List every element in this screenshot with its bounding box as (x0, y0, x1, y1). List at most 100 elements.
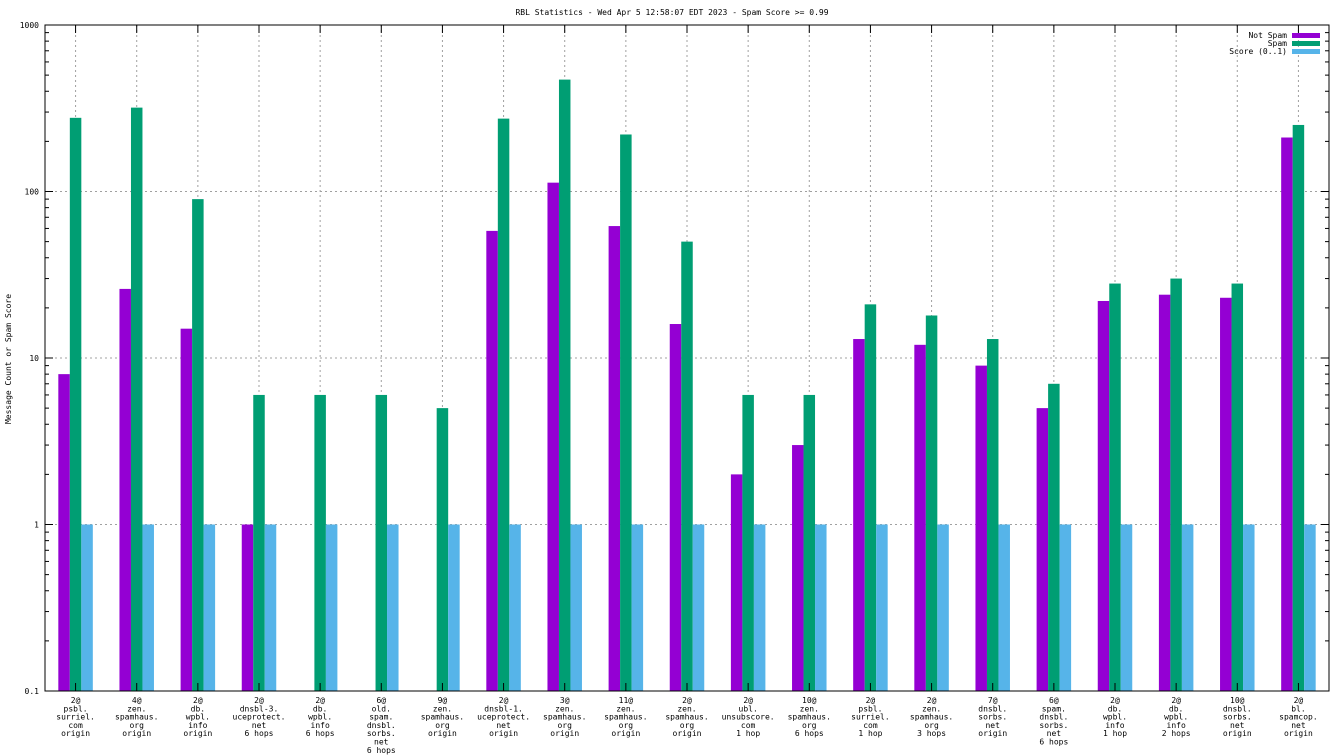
bar-not-spam (1220, 297, 1232, 691)
x-tick-label-line: zen. (433, 704, 452, 713)
legend-swatch (1292, 33, 1320, 38)
bar-score-0-1 (692, 524, 705, 691)
bar-spam (1170, 278, 1182, 691)
x-tick-label-line: wpbl. (308, 713, 332, 722)
bar-score-0-1 (448, 524, 460, 691)
x-tick-label-line: 6@ (1049, 696, 1059, 705)
bar-not-spam (180, 328, 193, 691)
bar-not-spam (1158, 294, 1171, 691)
x-tick-label-line: 2@ (1171, 696, 1181, 705)
x-tick-label: 11@ zen. spamhaus. org origin (604, 696, 647, 738)
x-tick-label: 10@ zen. spamhaus. org 6 hops (788, 696, 831, 738)
bar-spam (1048, 383, 1060, 691)
x-tick-label: 9@ zen. spamhaus. org origin (421, 696, 464, 738)
x-tick-label-line: 1 hop (858, 729, 882, 738)
chart-title: RBL Statistics - Wed Apr 5 12:58:07 EDT … (515, 8, 828, 17)
x-tick-label-line: 2@ (866, 696, 876, 705)
x-tick-label-line: dnsbl. (978, 704, 1007, 713)
x-tick-label-line: com (741, 721, 756, 730)
bar-spam (69, 117, 82, 691)
x-tick-label-line: origin (1284, 729, 1313, 738)
x-tick-label: 7@ dnsbl. sorbs. net origin (978, 696, 1007, 738)
bar-score-0-1 (325, 524, 338, 691)
bar-not-spam (853, 339, 865, 691)
x-tick-label-line: zen. (127, 704, 146, 713)
bar-score-0-1 (509, 524, 521, 691)
y-tick-label: 10 (29, 354, 39, 363)
x-tick-label-line: net (496, 721, 511, 730)
x-tick-label-line: 2@ (315, 696, 325, 705)
x-tick-label-line: 2@ (499, 696, 509, 705)
bar-spam (742, 394, 754, 691)
x-tick-label-line: org (435, 721, 450, 730)
x-tick-label-line: spamcop. (1279, 713, 1318, 722)
bar-not-spam (1281, 137, 1293, 692)
x-tick-label-line: wpbl. (1164, 713, 1188, 722)
bar-score-0-1 (1181, 524, 1194, 691)
x-tick-label-line: sorbs. (1039, 721, 1068, 730)
x-tick-label-line: spamhaus. (665, 713, 708, 722)
bar-score-0-1 (203, 524, 216, 691)
bar-spam (864, 304, 877, 691)
bar-not-spam (119, 288, 131, 691)
x-tick-label-line: uceprotect. (233, 713, 286, 722)
x-tick-label-line: dnsbl. (1223, 704, 1252, 713)
x-tick-label-line: net (985, 721, 1000, 730)
x-tick-label-line: sorbs. (367, 729, 396, 738)
x-tick-label: 6@ spam. dnsbl. sorbs. net 6 hops (1039, 696, 1068, 747)
x-tick-label-line: 4@ (132, 696, 142, 705)
bar-score-0-1 (937, 524, 949, 691)
x-tick-label-line: 6 hops (306, 729, 335, 738)
legend-swatch (1292, 49, 1320, 54)
bar-not-spam (241, 524, 254, 691)
x-tick-label-line: dnsbl. (1039, 713, 1068, 722)
x-tick-label: 2@ zen. spamhaus. org origin (665, 696, 708, 738)
x-tick-label-line: spamhaus. (910, 713, 953, 722)
x-tick-label-line: org (557, 721, 572, 730)
bars (58, 79, 1316, 692)
x-tick-label-line: 2@ (71, 696, 81, 705)
x-tick-label-line: 2@ (193, 696, 203, 705)
x-tick-label-line: 2@ (1110, 696, 1120, 705)
x-tick-label-line: origin (428, 729, 457, 738)
bar-not-spam (486, 230, 498, 692)
x-tick-label-line: wpbl. (186, 713, 210, 722)
x-tick-label-line: 6 hops (1039, 738, 1068, 747)
x-tick-label: 2@ db. wpbl. info 2 hops (1162, 696, 1191, 738)
bar-spam (1231, 283, 1244, 691)
x-tick-label-line: origin (978, 729, 1007, 738)
bar-not-spam (730, 474, 743, 691)
x-tick-label-line: psbl. (858, 704, 882, 713)
x-tick-label-line: 11@ (619, 696, 634, 705)
x-tick-label-line: spamhaus. (788, 713, 831, 722)
x-tick-label-line: 2@ (682, 696, 692, 705)
x-tick-label-line: 6 hops (245, 729, 274, 738)
bar-not-spam (914, 344, 926, 691)
x-tick-label: 6@ old. spam. dnsbl. sorbs. net 6 hops (367, 696, 396, 755)
x-tick-label-line: 6 hops (795, 729, 824, 738)
x-tick-label: 2@ ubl. unsubscore. com 1 hop (722, 696, 775, 738)
x-tick-label-line: dnsbl. (367, 721, 396, 730)
x-tick-label-line: db. (191, 704, 205, 713)
bar-score-0-1 (81, 524, 93, 691)
x-tick-label-line: spamhaus. (421, 713, 464, 722)
bar-not-spam (58, 374, 70, 691)
x-tick-label-line: info (188, 721, 207, 730)
bar-score-0-1 (998, 524, 1010, 691)
x-tick-label-line: 2@ (254, 696, 264, 705)
x-tick-label-line: org (680, 721, 695, 730)
bar-score-0-1 (387, 524, 399, 691)
x-tick-label-line: spamhaus. (543, 713, 586, 722)
x-tick-label: 2@ dnsbl-3. uceprotect. net 6 hops (233, 696, 286, 738)
x-tick-label-line: spamhaus. (604, 713, 647, 722)
bar-spam (253, 394, 265, 691)
x-tick-label-line: 9@ (438, 696, 448, 705)
x-tick-label-line: surriel. (56, 713, 95, 722)
x-tick-label-line: 6@ (376, 696, 386, 705)
bar-score-0-1 (753, 524, 766, 691)
x-tick-label-line: origin (1223, 729, 1252, 738)
x-tick-label-line: bl. (1291, 704, 1305, 713)
x-tick-label-line: 2@ (1294, 696, 1304, 705)
x-tick-label-line: org (802, 721, 817, 730)
